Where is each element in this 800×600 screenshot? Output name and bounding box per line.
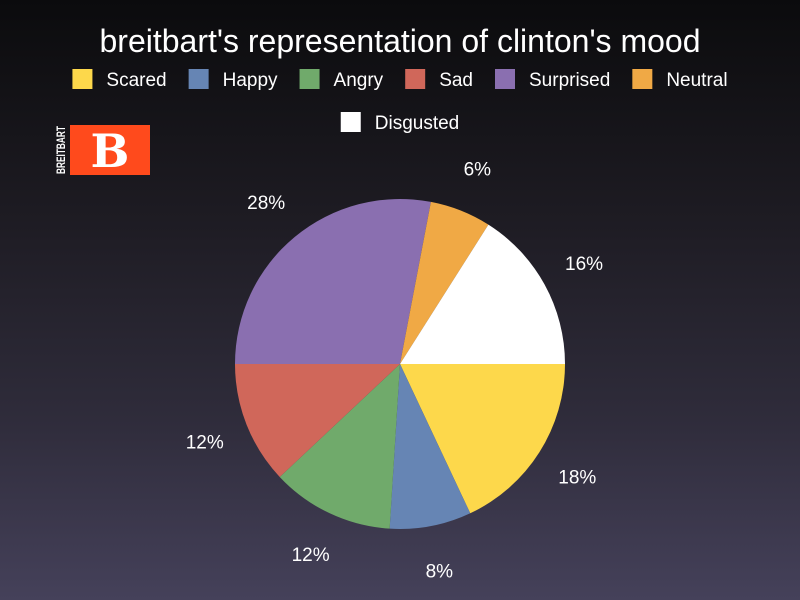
legend-label-happy: Happy: [223, 70, 278, 91]
pie-slice-disgusted: [400, 224, 565, 364]
pie-label-sad: 12%: [186, 432, 224, 453]
logo-background: [70, 125, 150, 175]
legend-label-disgusted: Disgusted: [375, 113, 460, 134]
pie-percent-labels: 18% 8% 12% 12% 28% 6% 16%: [186, 160, 603, 583]
legend-swatch-happy: [188, 69, 209, 89]
legend-label-sad: Sad: [439, 70, 473, 91]
pie-label-neutral: 6%: [464, 160, 492, 181]
breitbart-logo: B BREITBART: [54, 124, 150, 178]
pie-slice-angry: [279, 364, 400, 529]
legend-swatch-surprised: [495, 69, 515, 89]
chart-title: breitbart's representation of clinton's …: [100, 23, 701, 59]
pie-label-scared: 18%: [558, 468, 596, 489]
legend-swatch-neutral: [632, 69, 653, 89]
logo-letter: B: [91, 124, 130, 178]
pie-label-angry: 12%: [292, 545, 330, 566]
logo-wordmark: BREITBART: [54, 126, 68, 174]
pie-label-disgusted: 16%: [565, 254, 603, 275]
legend-label-surprised: Surprised: [529, 70, 610, 91]
pie-slice-sad: [235, 364, 400, 477]
pie-slice-scared: [400, 364, 565, 514]
legend-swatch-scared: [72, 69, 93, 89]
legend-swatch-angry: [299, 69, 320, 89]
pie-slice-neutral: [400, 201, 489, 364]
pie-label-happy: 8%: [426, 561, 454, 582]
pie-slice-surprised: [235, 199, 431, 364]
legend-label-scared: Scared: [106, 70, 166, 91]
pie-slices: [235, 199, 565, 529]
legend-label-neutral: Neutral: [666, 70, 727, 91]
legend-swatch-sad: [405, 69, 426, 89]
pie-slice-happy: [389, 364, 471, 529]
pie-label-surprised: 28%: [247, 193, 285, 214]
legend-label-angry: Angry: [334, 70, 384, 91]
chart-legend: Scared Happy Angry Sad Surprised Neutral Disgu…: [72, 69, 728, 134]
legend-swatch-disgusted: [340, 112, 361, 132]
